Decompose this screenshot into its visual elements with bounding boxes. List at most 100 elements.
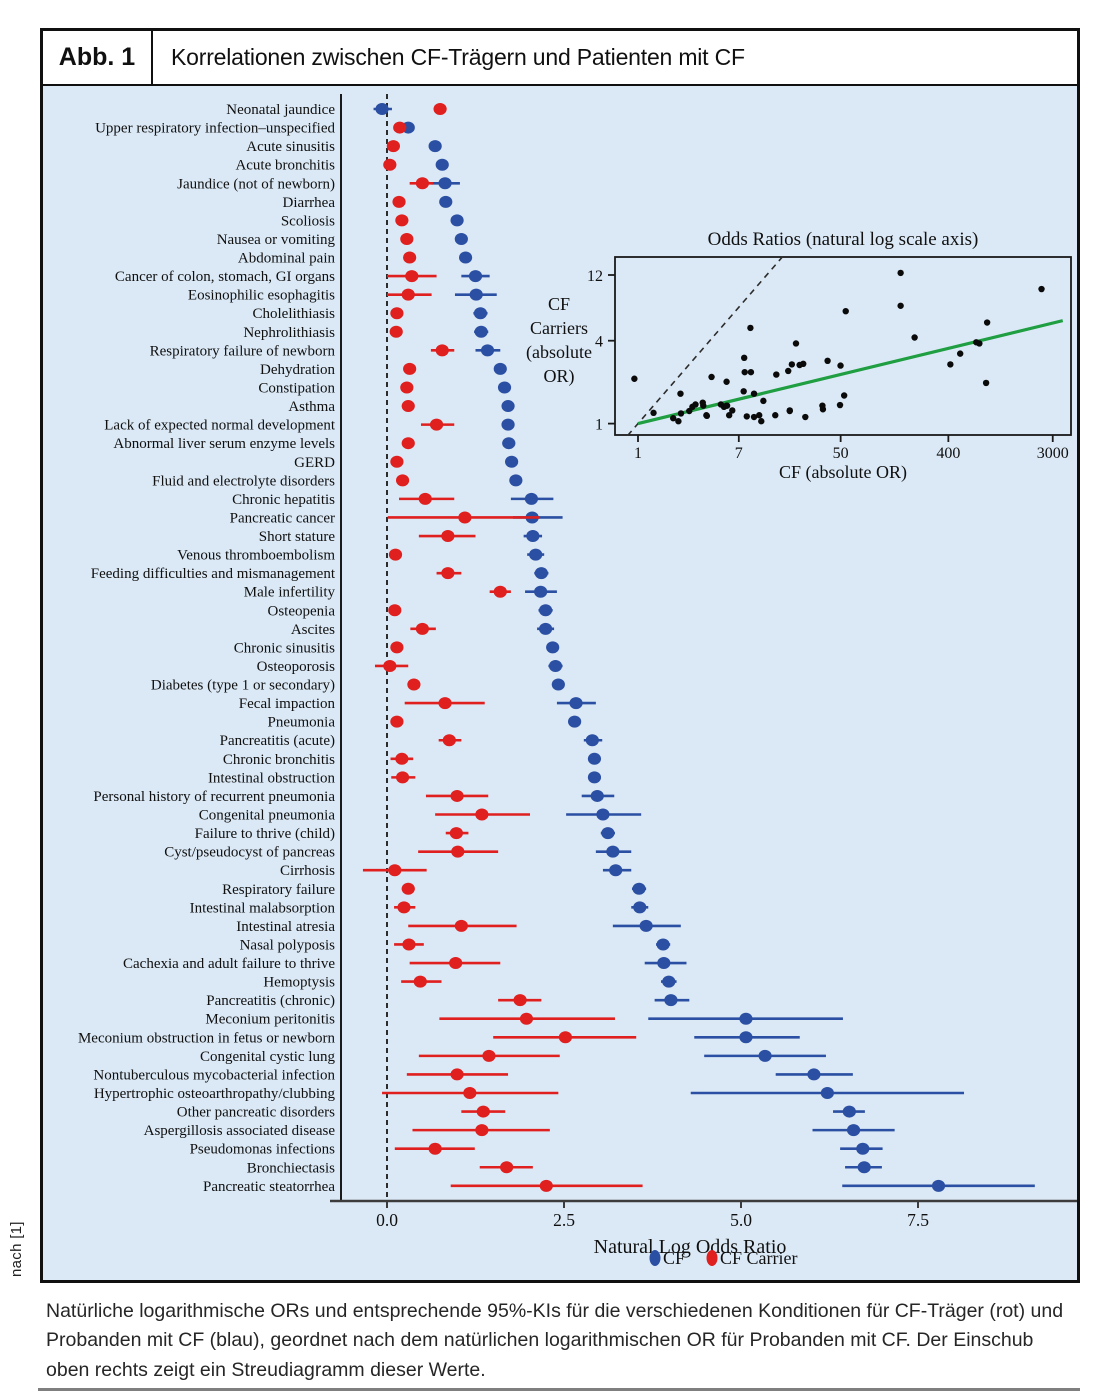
inset-point xyxy=(773,371,780,378)
inset-x-tick-label: 1 xyxy=(634,445,642,462)
carrier-point xyxy=(415,177,429,190)
inset-point xyxy=(956,350,964,357)
inset-y-tick-label: 4 xyxy=(595,334,603,351)
condition-label: Respiratory failure of newborn xyxy=(150,343,336,359)
condition-label: Pancreatic steatorrhea xyxy=(203,1179,335,1195)
inset-point xyxy=(740,354,748,362)
forest-plot-svg: Neonatal jaundice Upper respiratory infec… xyxy=(78,94,1077,1268)
inset-point xyxy=(786,407,793,414)
inset-point xyxy=(897,302,904,309)
carrier-point xyxy=(383,659,397,672)
inset-point xyxy=(800,360,807,367)
carrier-point xyxy=(441,567,455,580)
carrier-point xyxy=(435,344,449,357)
cf-point xyxy=(758,1049,772,1062)
cf-point xyxy=(529,548,543,561)
chart-area: Neonatal jaundice Upper respiratory infec… xyxy=(43,86,1077,1281)
inset-point xyxy=(1038,285,1045,293)
inset-point xyxy=(747,368,755,376)
condition-label: Acute bronchitis xyxy=(235,158,335,174)
carrier-point xyxy=(418,492,432,505)
carrier-point xyxy=(458,511,472,524)
cf-point xyxy=(596,808,610,821)
inset-point xyxy=(756,412,763,419)
carrier-point xyxy=(513,994,527,1007)
cf-point xyxy=(857,1161,871,1174)
cf-point xyxy=(587,752,602,765)
carrier-point xyxy=(475,808,489,821)
cf-point xyxy=(454,232,468,245)
cf-point xyxy=(501,418,515,431)
legend-label: CF xyxy=(663,1248,685,1268)
condition-label: Pseudomonas infections xyxy=(190,1142,336,1158)
cf-point xyxy=(590,789,604,802)
condition-label: Bronchiectasis xyxy=(247,1160,335,1176)
cf-legend-marker xyxy=(649,1250,661,1266)
condition-label: Asthma xyxy=(288,399,335,415)
inset-point xyxy=(788,361,796,368)
inset-point xyxy=(703,412,711,420)
carrier-point xyxy=(438,697,452,710)
x-tick-label: 0.0 xyxy=(376,1210,398,1230)
cf-point xyxy=(633,901,647,914)
x-tick-label: 7.5 xyxy=(907,1210,929,1230)
carrier-point xyxy=(449,957,463,970)
carrier-point xyxy=(558,1031,573,1044)
cf-point xyxy=(606,845,620,858)
condition-label: Congenital cystic lung xyxy=(200,1049,335,1065)
cf-point xyxy=(538,604,553,617)
cf-point xyxy=(469,288,483,301)
cf-point xyxy=(585,734,599,747)
condition-label: Lack of expected normal development xyxy=(104,418,336,434)
bottom-divider xyxy=(38,1388,1080,1391)
carrier-point xyxy=(386,140,400,153)
inset-point xyxy=(802,413,809,421)
cf-point xyxy=(546,641,560,654)
condition-label: Venous thromboembolism xyxy=(177,548,335,564)
carrier-point xyxy=(441,530,455,543)
cf-point xyxy=(428,140,442,153)
inset-point xyxy=(747,324,754,332)
figure-title-bar: Abb. 1 Korrelationen zwischen CF-Trägern… xyxy=(43,31,1077,86)
inset-point xyxy=(692,401,699,408)
cf-point xyxy=(664,994,678,1007)
condition-label: Dehydration xyxy=(260,362,335,378)
cf-point xyxy=(502,437,516,450)
inset-point xyxy=(723,402,731,409)
cf-point xyxy=(458,251,473,264)
cf-point xyxy=(375,103,389,115)
cf-point xyxy=(657,957,671,970)
carrier-point xyxy=(388,604,402,617)
cf-point xyxy=(497,381,512,394)
condition-label: Cachexia and adult failure to thrive xyxy=(123,956,335,972)
condition-label: Scoliosis xyxy=(281,213,335,229)
carrier-point xyxy=(390,641,404,654)
cf-point xyxy=(601,827,615,840)
carrier-point xyxy=(402,938,416,951)
condition-label: Diabetes (type 1 or secondary) xyxy=(151,678,335,694)
inset-point xyxy=(983,319,991,326)
condition-label: Diarrhea xyxy=(283,195,336,211)
condition-label: Abnormal liver serum enzyme levels xyxy=(113,436,335,452)
condition-label: Cancer of colon, stomach, GI organs xyxy=(115,269,335,285)
inset-point xyxy=(911,334,918,341)
condition-label: Osteopenia xyxy=(268,603,336,619)
cf-point xyxy=(632,882,646,895)
figure-title: Korrelationen zwischen CF-Trägern und Pa… xyxy=(171,44,745,70)
carrier-point xyxy=(539,1179,553,1192)
condition-label: Cyst/pseudocyst of pancreas xyxy=(164,845,335,861)
cf-point xyxy=(739,1012,753,1025)
inset-point xyxy=(792,340,800,347)
condition-label: Hypertrophic osteoarthropathy/clubbing xyxy=(94,1086,336,1102)
inset-point xyxy=(758,418,765,425)
inset-point xyxy=(740,388,747,395)
carrier-point xyxy=(392,195,406,208)
inset-point xyxy=(670,415,677,422)
figure-caption: Natürliche logarithmische ORs und entspr… xyxy=(46,1300,1064,1381)
inset-point xyxy=(819,406,827,413)
cf-point xyxy=(856,1142,870,1155)
inset-plot-box xyxy=(614,256,1072,436)
condition-label: Failure to thrive (child) xyxy=(195,826,335,842)
condition-label: Chronic sinusitis xyxy=(234,640,335,656)
cf-point xyxy=(551,678,565,691)
